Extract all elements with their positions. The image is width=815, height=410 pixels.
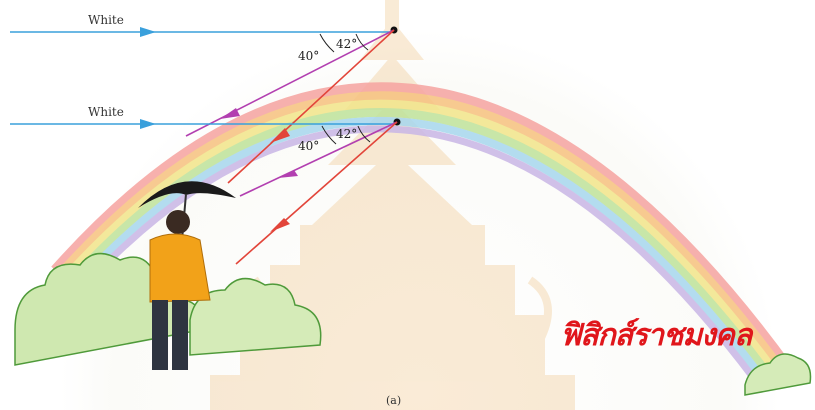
person-head: [166, 210, 190, 234]
upper-angle-42: 42°: [336, 37, 357, 51]
bush-right: [744, 353, 812, 396]
raincoat: [149, 233, 211, 303]
lower-angle-arc-violet: [321, 125, 337, 145]
figure-caption: (a): [386, 394, 401, 407]
lower-red-arrow: [270, 218, 290, 232]
upper-red-ray: [227, 29, 395, 184]
upper-angle-40: 40°: [298, 49, 319, 63]
upper-angle-arc-red: [355, 33, 369, 51]
upper-white-label: White: [88, 13, 124, 27]
upper-ray-group: [10, 26, 398, 184]
lower-angle-40: 40°: [298, 139, 319, 153]
umbrella-canopy: [138, 181, 236, 208]
leg-left: [152, 300, 168, 370]
lower-red-ray: [235, 121, 398, 265]
lower-ray-group: [10, 118, 401, 265]
lower-violet-ray: [239, 121, 398, 197]
leg-right: [172, 300, 188, 370]
lower-white-arrow: [140, 119, 156, 129]
upper-angle-arc-violet: [319, 33, 335, 53]
observer-person: [138, 181, 236, 370]
upper-white-arrow: [140, 27, 156, 37]
temple-watermark: [210, 0, 575, 410]
upper-red-arrow: [270, 128, 290, 143]
watermark-text: ฟิสิกส์ราชมงคล: [560, 318, 754, 353]
lower-angle-42: 42°: [336, 127, 357, 141]
lower-angle-arc-red: [357, 125, 371, 143]
upper-violet-arrow: [220, 108, 240, 119]
lower-violet-arrow: [278, 170, 298, 178]
lower-white-label: White: [88, 105, 124, 119]
upper-violet-ray: [185, 29, 395, 137]
